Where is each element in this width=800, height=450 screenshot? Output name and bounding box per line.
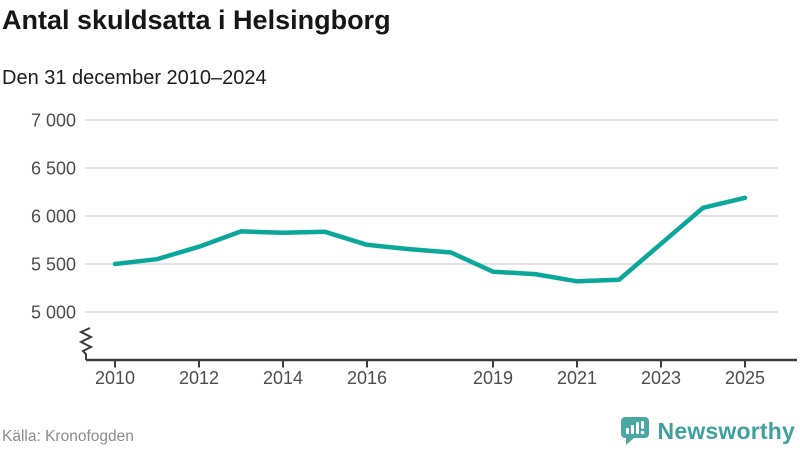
chart-title: Antal skuldsatta i Helsingborg <box>2 5 391 35</box>
source-caption: Källa: Kronofogden <box>2 428 134 445</box>
y-tick-label: 5 500 <box>31 255 76 275</box>
newsworthy-wordmark: Newsworthy <box>657 417 795 444</box>
y-axis-break-icon <box>78 327 94 360</box>
y-tick-label: 6 000 <box>31 207 76 227</box>
x-tick-label: 2014 <box>263 368 303 388</box>
x-tick-label: 2019 <box>473 368 513 388</box>
y-tick-label: 6 500 <box>31 159 76 179</box>
x-tick-label: 2012 <box>179 368 219 388</box>
x-tick-label: 2021 <box>557 368 597 388</box>
x-tick-label: 2025 <box>725 368 765 388</box>
x-tick-label: 2016 <box>347 368 387 388</box>
x-tick-label: 2023 <box>641 368 681 388</box>
data-line-antal-skuldsatta <box>112 195 748 284</box>
x-tick-label: 2010 <box>95 368 135 388</box>
newsworthy-icon <box>620 416 650 446</box>
y-tick-label: 7 000 <box>31 111 76 131</box>
chart-subtitle: Den 31 december 2010–2024 <box>2 67 267 89</box>
y-tick-label: 5 000 <box>31 303 76 323</box>
newsworthy-logo: Newsworthy <box>620 415 795 447</box>
